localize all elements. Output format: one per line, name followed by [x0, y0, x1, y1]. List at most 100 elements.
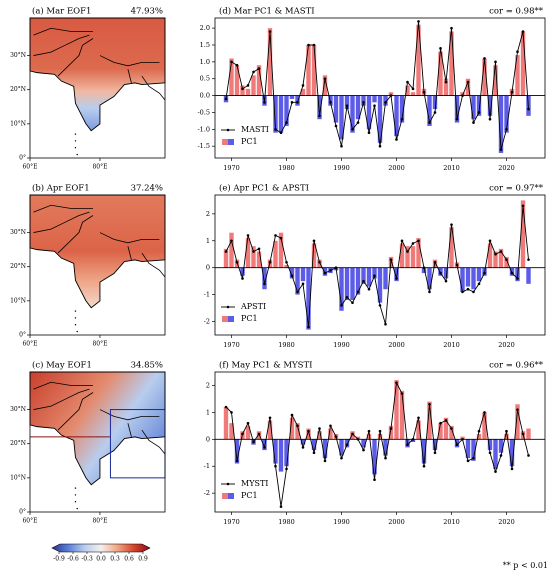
bar: [317, 95, 322, 120]
lon-tick-label: 60°E: [22, 518, 37, 525]
bar: [487, 243, 493, 268]
bar: [300, 267, 306, 282]
index-point: [367, 131, 371, 134]
lon-tick-label: 60°E: [22, 341, 37, 348]
bar: [306, 44, 311, 96]
bar: [267, 420, 273, 440]
y-tick-label: -0.5: [197, 108, 210, 116]
x-tick-label: 2010: [443, 341, 460, 349]
bar: [460, 436, 465, 440]
bar: [366, 95, 372, 130]
border: [33, 27, 93, 36]
index-point: [505, 429, 508, 433]
y-tick-label: 1: [206, 237, 210, 245]
index-point: [274, 464, 277, 468]
index-point: [417, 20, 420, 23]
index-point: [433, 261, 437, 264]
map-title: (b) Apr EOF1: [32, 183, 90, 194]
index-point: [472, 290, 475, 294]
island: [74, 133, 77, 135]
lon-tick-label: 80°E: [92, 164, 107, 171]
index-point: [428, 290, 431, 294]
bar: [482, 412, 487, 440]
border: [141, 75, 166, 101]
y-tick-label: -1.0: [197, 125, 210, 133]
index-point: [263, 282, 266, 286]
island: [74, 140, 77, 142]
bar: [273, 95, 278, 133]
island: [74, 317, 77, 319]
index-point: [268, 30, 272, 33]
legend-marker: [226, 305, 230, 309]
index-point: [384, 322, 387, 326]
footnote: ** p < 0.01: [503, 561, 548, 570]
bar: [476, 95, 482, 116]
lat-tick-label: 30°N: [10, 406, 26, 413]
border: [33, 204, 93, 213]
colorbar-tick-label: 0.3: [110, 556, 120, 563]
lat-tick-label: 0°: [19, 509, 26, 516]
bar: [344, 267, 350, 300]
bar: [333, 95, 339, 123]
index-point: [224, 97, 228, 101]
index-point: [323, 77, 327, 81]
bar: [399, 390, 405, 440]
bar: [443, 417, 449, 440]
index-point: [411, 438, 415, 441]
island: [76, 330, 78, 333]
x-tick-label: 2000: [388, 518, 405, 526]
index-point: [450, 223, 453, 226]
bar: [355, 95, 361, 120]
legend-label: PC1: [241, 491, 258, 500]
bar: [410, 439, 416, 442]
index-point: [224, 405, 228, 409]
index-point: [257, 67, 261, 70]
colorbar-tick-label: 0.0: [96, 556, 106, 563]
x-tick-label: 2020: [498, 164, 515, 172]
bar: [394, 95, 399, 137]
bar: [493, 439, 498, 469]
bar: [300, 439, 306, 445]
bar: [300, 88, 306, 96]
x-tick-label: 1980: [278, 341, 295, 349]
index-point: [323, 459, 327, 463]
bar: [504, 95, 509, 133]
index-point: [307, 429, 310, 433]
bar: [471, 95, 476, 120]
island: [74, 494, 77, 496]
bar: [526, 267, 531, 284]
bar: [317, 259, 322, 268]
index-point: [494, 252, 497, 256]
index-point: [274, 234, 277, 237]
lat-tick-label: 30°N: [10, 229, 26, 236]
map-variance: 37.24%: [131, 184, 163, 194]
bar: [509, 439, 515, 467]
index-point: [362, 279, 365, 283]
index-point: [505, 128, 508, 131]
index-point: [422, 90, 426, 94]
bar: [284, 439, 289, 467]
bar: [410, 92, 416, 96]
colorbar-tick-label: -0.3: [81, 556, 93, 563]
index-point: [450, 26, 453, 30]
bar: [322, 75, 328, 96]
island: [74, 487, 77, 489]
map-title: (c) May EOF1: [32, 360, 92, 371]
index-point: [230, 60, 233, 64]
bar: [405, 246, 410, 268]
bar: [416, 24, 421, 96]
bar: [460, 92, 465, 96]
legend-label: MYSTI: [241, 479, 268, 488]
bar: [361, 95, 366, 106]
index-point: [334, 435, 338, 438]
index-point: [395, 277, 398, 280]
bar: [383, 439, 388, 456]
index-point: [521, 204, 525, 208]
border: [127, 69, 132, 83]
index-point: [455, 117, 459, 121]
index-point: [406, 250, 409, 253]
lat-tick-label: 0°: [19, 332, 26, 339]
index-point: [246, 421, 250, 425]
index-point: [334, 266, 338, 269]
index-point: [455, 443, 459, 446]
